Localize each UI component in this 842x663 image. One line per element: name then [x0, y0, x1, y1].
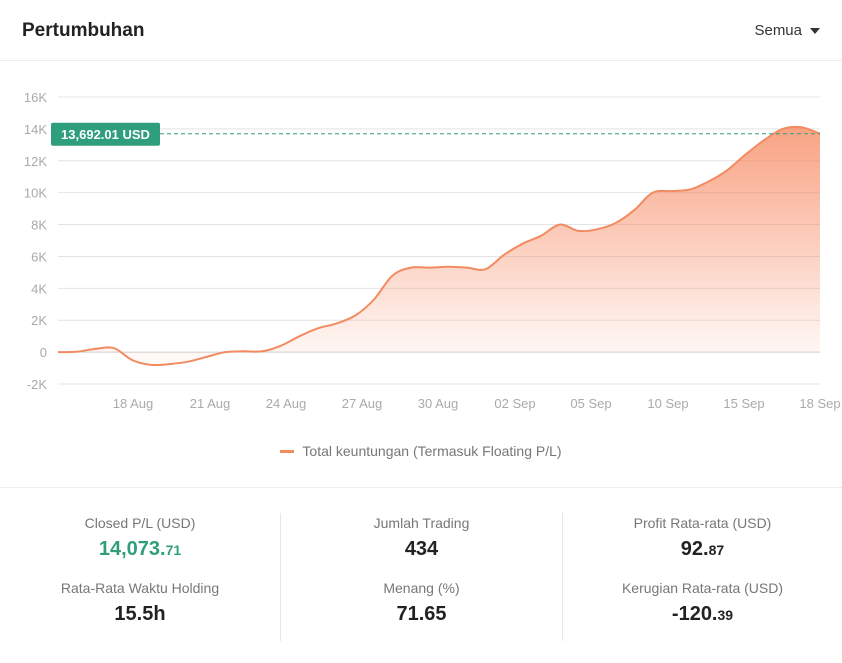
x-tick-label: 30 Aug	[418, 396, 459, 411]
current-value-badge	[51, 122, 160, 146]
chart-legend: Total keuntungan (Termasuk Floating P/L)	[0, 443, 842, 459]
stat-value: 14,073.71	[0, 537, 280, 562]
stat-value: 92.87	[563, 537, 842, 562]
x-tick-label: 18 Sep	[799, 396, 840, 411]
y-tick-label: 14K	[24, 122, 47, 137]
x-tick-label: 21 Aug	[190, 396, 231, 411]
stat-value: 434	[404, 538, 439, 560]
stat-label: Profit Rata-rata (USD)	[633, 515, 772, 531]
panel-header: Pertumbuhan Semua	[0, 0, 842, 61]
y-tick-label: 8K	[31, 218, 47, 233]
current-value-label: 13,692.01 USD	[61, 127, 150, 142]
x-tick-label: 02 Sep	[494, 396, 535, 411]
legend-label: Total keuntungan (Termasuk Floating P/L)	[302, 443, 562, 459]
stat-value-frac: 87	[708, 542, 725, 558]
stat-avg-profit: Profit Rata-rata (USD) 92.87	[563, 513, 842, 578]
stat-holding-time: Rata-Rata Waktu Holding 15.5h	[0, 578, 280, 643]
stat-label: Closed P/L (USD)	[84, 515, 196, 531]
stats-panel: Closed P/L (USD) 14,073.71 Rata-Rata Wak…	[0, 487, 842, 663]
page-title: Pertumbuhan	[22, 20, 145, 41]
stat-trade-count: Jumlah Trading 434	[281, 513, 562, 578]
y-tick-label: 2K	[31, 313, 47, 328]
x-tick-label: 27 Aug	[342, 396, 383, 411]
stat-value-frac: 71	[165, 542, 182, 558]
y-tick-label: 0	[40, 345, 47, 360]
stat-label: Rata-Rata Waktu Holding	[60, 580, 220, 596]
stat-value-int: -120.	[671, 603, 718, 625]
stat-label: Menang (%)	[383, 580, 460, 596]
stat-value-frac: 39	[717, 607, 734, 623]
stat-avg-loss: Kerugian Rata-rata (USD) -120.39	[563, 578, 842, 643]
stat-value: 15.5h	[114, 603, 166, 625]
stat-value-int: 92.	[680, 538, 709, 560]
stat-label: Jumlah Trading	[373, 515, 470, 531]
stat-value: -120.39	[563, 602, 842, 627]
series-area	[58, 126, 820, 366]
growth-chart: -2K 0 2K 4K 6K 8K 10K 12K 14K 16K 18 Aug 21 Aug 24 A…	[24, 90, 841, 411]
stat-closed-pl: Closed P/L (USD) 14,073.71	[0, 513, 280, 578]
x-tick-label: 15 Sep	[723, 396, 764, 411]
period-filter-label: Semua	[754, 22, 802, 39]
stat-win-rate: Menang (%) 71.65	[281, 578, 562, 643]
stat-value-int: 14,073.	[98, 538, 166, 560]
period-filter-dropdown[interactable]: Semua	[754, 22, 820, 39]
stat-value: 71.65	[396, 603, 447, 625]
y-tick-label: 4K	[31, 281, 47, 296]
x-tick-label: 10 Sep	[647, 396, 688, 411]
x-tick-label: 24 Aug	[266, 396, 307, 411]
stats-column-3: Profit Rata-rata (USD) 92.87 Kerugian Ra…	[562, 513, 842, 641]
caret-down-icon	[810, 27, 820, 34]
y-tick-label: 10K	[24, 186, 47, 201]
y-tick-label: -2K	[27, 377, 48, 392]
y-tick-label: 6K	[31, 249, 47, 264]
stats-column-2: Jumlah Trading 434 Menang (%) 71.65	[280, 513, 562, 641]
legend-swatch	[280, 449, 295, 453]
y-tick-label: 16K	[24, 90, 47, 105]
x-tick-label: 18 Aug	[113, 396, 154, 411]
stats-column-1: Closed P/L (USD) 14,073.71 Rata-Rata Wak…	[0, 513, 280, 641]
x-tick-label: 05 Sep	[570, 396, 611, 411]
y-tick-label: 12K	[24, 154, 47, 169]
stat-label: Kerugian Rata-rata (USD)	[621, 580, 784, 596]
series-line	[57, 125, 821, 367]
